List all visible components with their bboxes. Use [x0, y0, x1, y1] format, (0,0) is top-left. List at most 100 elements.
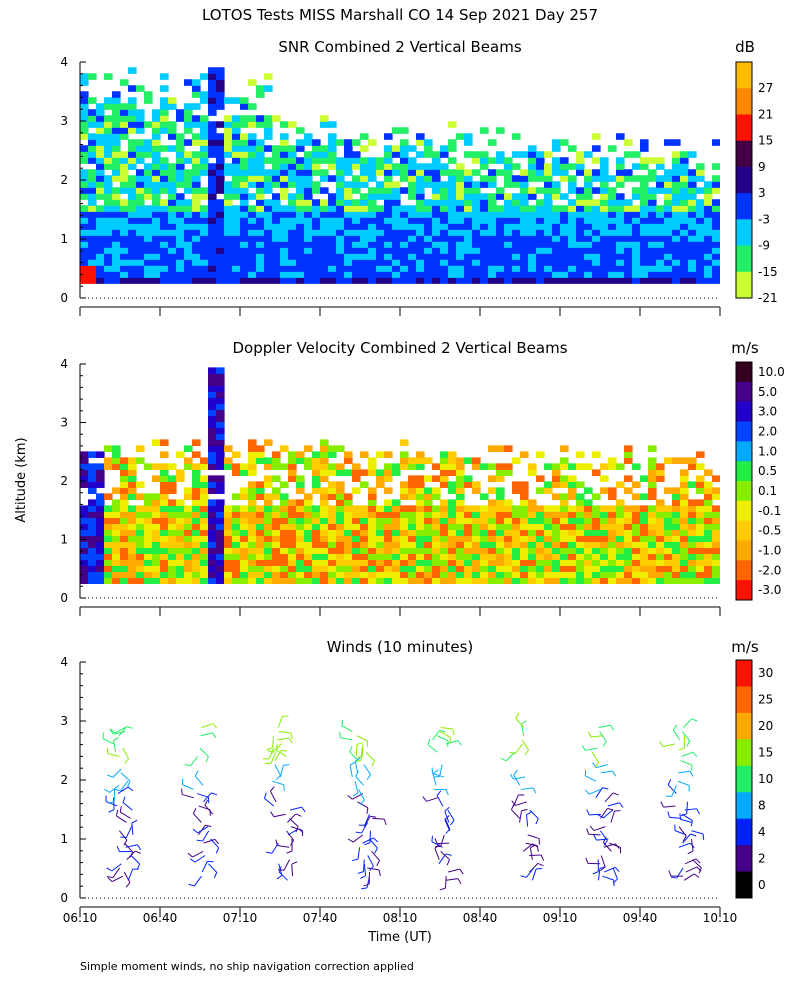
heatmap-cell — [472, 505, 481, 512]
heatmap-cell — [704, 517, 713, 524]
wind-barb-flag — [276, 774, 281, 781]
heatmap-cell — [456, 505, 465, 512]
heatmap-cell — [376, 547, 385, 554]
heatmap-cell — [712, 247, 720, 254]
wind-barb-staff — [685, 866, 697, 873]
wind-barb-staff — [426, 797, 439, 802]
heatmap-cell — [296, 235, 305, 242]
heatmap-cell — [376, 517, 385, 524]
heatmap-cell — [240, 253, 249, 260]
heatmap-cell — [224, 151, 233, 158]
heatmap-cell — [344, 163, 353, 170]
heatmap-cell — [376, 241, 385, 248]
wind-barb-staff — [365, 751, 375, 762]
heatmap-cell — [560, 571, 569, 578]
heatmap-cell — [96, 463, 105, 470]
heatmap-cell — [248, 169, 257, 176]
heatmap-cell — [88, 121, 97, 128]
heatmap-cell — [400, 229, 409, 236]
heatmap-cell — [464, 217, 473, 224]
heatmap-cell — [192, 247, 201, 254]
heatmap-cell — [120, 235, 129, 242]
heatmap-cell — [680, 505, 689, 512]
heatmap-cell — [144, 253, 153, 260]
heatmap-cell — [696, 247, 705, 254]
heatmap-cell — [536, 169, 545, 176]
wind-barb-flag — [131, 819, 138, 824]
heatmap-cell — [336, 499, 345, 506]
wind-barb-staff — [439, 731, 451, 738]
heatmap-cell — [128, 223, 137, 230]
wind-barb-flag — [659, 741, 664, 747]
heatmap-cell — [200, 235, 209, 242]
heatmap-cell — [120, 475, 129, 482]
heatmap-cell — [552, 277, 561, 284]
heatmap-cell — [656, 235, 665, 242]
heatmap-cell — [160, 157, 169, 164]
heatmap-cell — [400, 481, 409, 488]
heatmap-cell — [464, 211, 473, 218]
wind-barb-staff — [355, 776, 364, 786]
heatmap-cell — [168, 523, 177, 530]
wind-barb-staff — [436, 795, 444, 807]
heatmap-cell — [152, 181, 161, 188]
heatmap-cell — [248, 499, 257, 506]
heatmap-cell — [688, 151, 697, 158]
heatmap-cell — [496, 511, 505, 518]
heatmap-cell — [88, 535, 97, 542]
heatmap-cell — [216, 277, 225, 284]
heatmap-cell — [240, 163, 249, 170]
heatmap-cell — [160, 481, 169, 488]
heatmap-cell — [144, 523, 153, 530]
heatmap-cell — [440, 229, 449, 236]
heatmap-cell — [320, 529, 329, 536]
heatmap-cell — [408, 487, 417, 494]
heatmap-cell — [176, 271, 185, 278]
heatmap-cell — [376, 205, 385, 212]
heatmap-cell — [368, 193, 377, 200]
heatmap-cell — [200, 487, 209, 494]
heatmap-cell — [136, 205, 145, 212]
wind-barb-staff — [274, 764, 281, 776]
heatmap-cell — [224, 121, 233, 128]
heatmap-cell — [352, 187, 361, 194]
wind-barb-flag — [366, 741, 369, 748]
heatmap-cell — [128, 181, 137, 188]
heatmap-cell — [608, 457, 617, 464]
heatmap-cell — [128, 109, 137, 116]
wind-barb-staff — [112, 768, 122, 778]
wind-barb-staff — [200, 732, 213, 737]
heatmap-cell — [456, 265, 465, 272]
heatmap-cell — [136, 577, 145, 584]
heatmap-cell — [176, 541, 185, 548]
heatmap-cell — [256, 211, 265, 218]
heatmap-cell — [584, 271, 593, 278]
heatmap-cell — [600, 523, 609, 530]
x-tick-label: 10:10 — [703, 911, 738, 925]
heatmap-cell — [624, 199, 633, 206]
heatmap-cell — [152, 541, 161, 548]
heatmap-cell — [128, 253, 137, 260]
heatmap-cell — [560, 169, 569, 176]
heatmap-cell — [200, 127, 209, 134]
heatmap-cell — [104, 571, 113, 578]
heatmap-cell — [112, 259, 121, 266]
colorbar-label: 30 — [758, 666, 773, 680]
wind-barb-staff — [362, 859, 365, 872]
heatmap-cell — [584, 529, 593, 536]
heatmap-cell — [192, 565, 201, 572]
heatmap-cell — [600, 559, 609, 566]
heatmap-cell — [192, 547, 201, 554]
heatmap-cell — [80, 481, 89, 488]
wind-barb-flag — [205, 756, 209, 763]
heatmap-cell — [328, 577, 337, 584]
heatmap-cell — [112, 175, 121, 182]
heatmap-cell — [376, 535, 385, 542]
wind-barb-staff — [111, 875, 124, 883]
heatmap-cell — [120, 553, 129, 560]
heatmap-cell — [312, 505, 321, 512]
heatmap-cell — [312, 517, 321, 524]
heatmap-cell — [432, 271, 441, 278]
wind-barb-flag — [301, 806, 306, 813]
heatmap-cell — [296, 547, 305, 554]
